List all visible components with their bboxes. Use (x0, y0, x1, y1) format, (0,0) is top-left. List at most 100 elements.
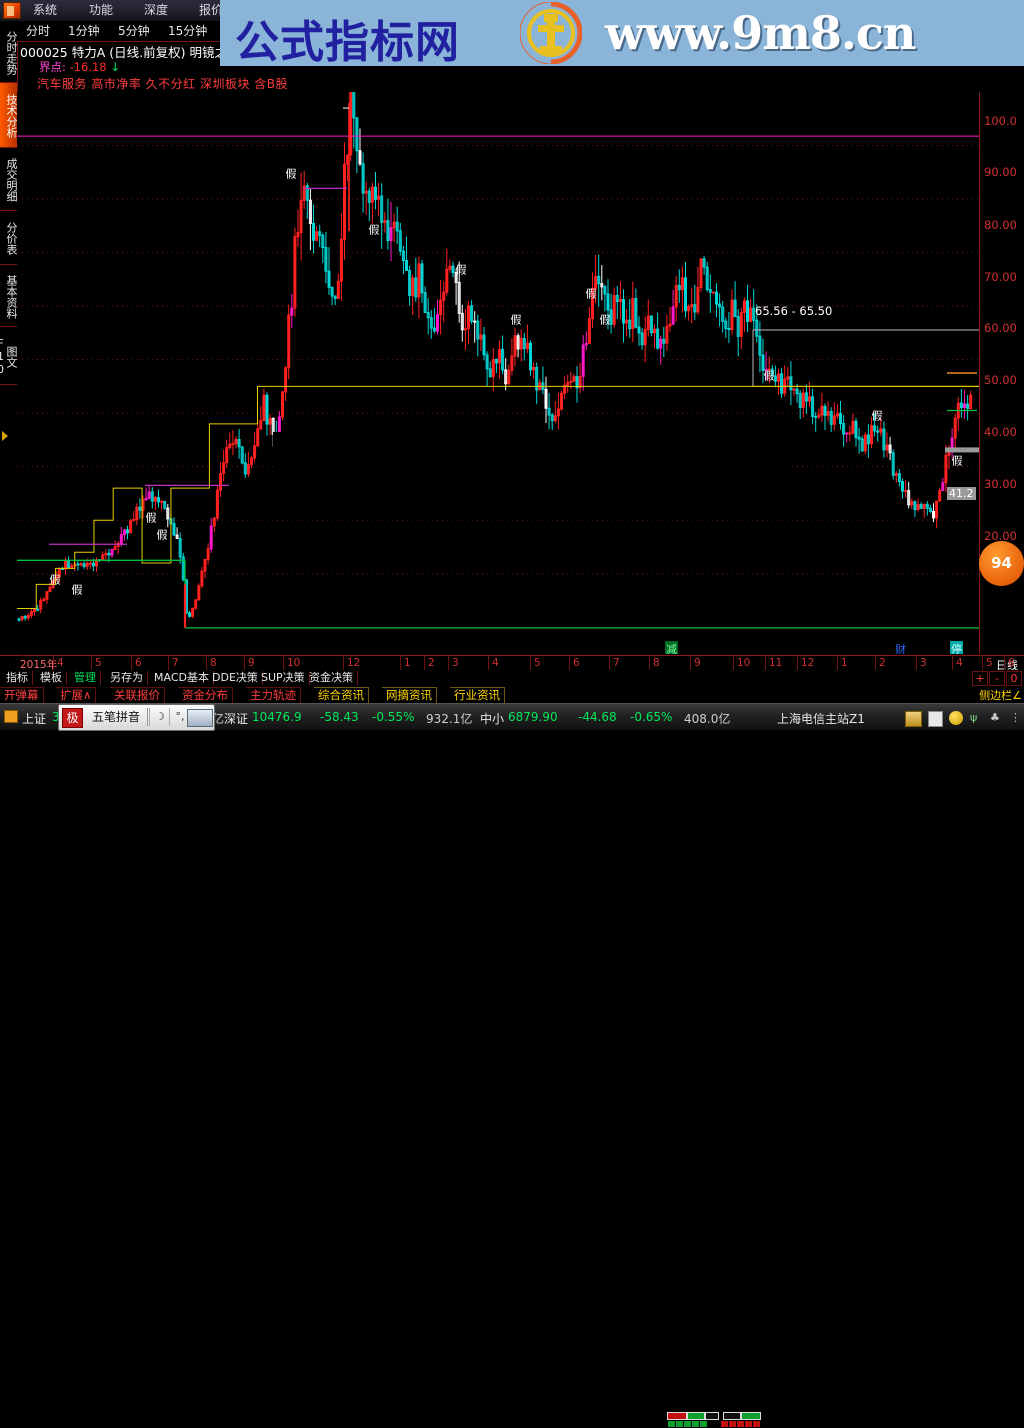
time-tick: 1 (404, 657, 411, 669)
nav-button-kuozhan[interactable]: 扩展∧ (56, 687, 97, 704)
tray-list-icon[interactable] (928, 711, 943, 727)
menu-item-depth[interactable]: 深度 (144, 3, 169, 17)
nav-button-zhuli[interactable]: 主力轨迹 (246, 687, 301, 704)
ime-mode-icon[interactable]: 极 (62, 708, 83, 728)
candlestick-chart[interactable]: 108.00 65.56 - 65.50 ←9.88 41.2 假 假 假 假 … (17, 92, 979, 654)
app-logo-icon (3, 2, 21, 19)
nav-button-zonghe[interactable]: 综合资讯 (314, 687, 369, 704)
menu-item-function[interactable]: 功能 (89, 3, 114, 17)
jia-marker: 假 (870, 410, 883, 421)
menu-item-quote[interactable]: 报价 (199, 3, 224, 17)
time-axis-period: 日线 (996, 659, 1018, 672)
time-tick: 7 (613, 657, 620, 669)
nav-button-hangye[interactable]: 行业资讯 (450, 687, 505, 704)
tab-15min[interactable]: 15分钟 (168, 24, 208, 38)
jia-marker: 假 (584, 288, 597, 299)
nav-button-guanlian[interactable]: 关联报价 (110, 687, 165, 704)
nav-button-wangzhai[interactable]: 网摘资讯 (382, 687, 437, 704)
chart-range-label: 65.56 - 65.50 (755, 304, 833, 318)
time-tick: 10 (737, 657, 751, 669)
index-zx-pct: -0.65% (630, 710, 673, 724)
zoom-in-button[interactable]: + (972, 671, 988, 686)
sidebar-item-jishu[interactable]: 技术分析 (0, 83, 18, 148)
time-tick: 12 (347, 657, 361, 669)
last-price-tag: 41.2 (947, 487, 976, 500)
index-zx-amount: 408.0亿 (684, 712, 731, 726)
indicator-button-macd[interactable]: MACD基本 (150, 671, 214, 685)
index-zx-value: 6879.90 (508, 710, 558, 724)
stock-code: 000025 (20, 45, 68, 60)
sidebar-item-fenshi[interactable]: 分时走势 (0, 21, 18, 83)
indicator-button-zhibiao[interactable]: 指标 (2, 671, 33, 685)
indicator-button-guanli[interactable]: 管理 (70, 671, 101, 685)
zoom-reset-button[interactable]: 0 (1006, 671, 1022, 686)
ime-keyboard-icon[interactable] (187, 709, 213, 727)
tray-more-icon[interactable]: ⋮ (1010, 711, 1021, 724)
sidebar-hint-label[interactable]: 侧边栏∠ (979, 689, 1022, 702)
index-sh-amount: 亿 (212, 712, 225, 726)
time-tick: 2 (428, 657, 435, 669)
menu-item-system[interactable]: 系统 (33, 3, 58, 17)
time-tick: 7 (172, 657, 179, 669)
price-tick: 40.00 (984, 425, 1017, 439)
tray-coin-icon[interactable] (949, 711, 963, 725)
sidebar-expand-arrow-icon[interactable] (2, 431, 8, 441)
tab-1min[interactable]: 1分钟 (68, 24, 100, 38)
sidebar-item-jiben[interactable]: 基本资料 (0, 265, 18, 327)
chart-low-label: ←9.88 (184, 653, 221, 654)
tab-5min[interactable]: 5分钟 (118, 24, 150, 38)
jia-marker: 假 (454, 264, 467, 275)
ime-moon-icon[interactable]: ☽ (149, 708, 170, 726)
zoom-out-button[interactable]: - (989, 671, 1005, 686)
tab-fenshi[interactable]: 分时 (26, 24, 51, 38)
signal-marker-ting: 停 (950, 641, 963, 654)
tray-signal-icon[interactable]: ψ (970, 711, 978, 724)
zoom-controls: + -0 (971, 671, 1022, 686)
signal-marker-cai: 财 (895, 643, 906, 654)
jia-marker: 假 (509, 314, 522, 325)
indicator-button-dde[interactable]: DDE决策 (208, 671, 263, 685)
redaction-box (273, 432, 792, 477)
price-tick: 70.00 (984, 270, 1017, 284)
time-tick: 5 (986, 657, 993, 669)
time-tick: 10 (287, 657, 301, 669)
index-sz-amount: 932.1亿 (426, 712, 473, 726)
time-tick: 8 (210, 657, 217, 669)
time-tick: 5 (95, 657, 102, 669)
indicator-toolbar: 指标 模板 管理 另存为 MACD基本 DDE决策 SUP决策 资金决策 + -0 (0, 670, 1024, 687)
sidebar-item-chengjiao[interactable]: 成交明细 (0, 148, 18, 211)
ime-method-label[interactable]: 五笔拼音 (85, 708, 148, 726)
jiedian-label: 界点: (39, 60, 66, 74)
nav-button-zijin[interactable]: 资金分布 (178, 687, 233, 704)
ime-toolbar[interactable]: 极 五笔拼音 ☽ °, (58, 704, 215, 731)
time-tick: 1 (841, 657, 848, 669)
time-tick: 8 (653, 657, 660, 669)
watermark-title: 公式指标网 (235, 17, 460, 68)
scroll-position-badge[interactable]: 94 (979, 541, 1024, 586)
indicator-button-lingcunwei[interactable]: 另存为 (106, 671, 148, 685)
indicator-button-muban[interactable]: 模板 (36, 671, 67, 685)
tray-window-icon[interactable] (905, 711, 922, 727)
seal-icon (520, 2, 582, 64)
nav-button-danmu[interactable]: 开弹幕 (0, 687, 44, 704)
time-tick: 11 (769, 657, 783, 669)
time-tick: 3 (920, 657, 927, 669)
stock-tags: 汽车服务 高市净率 久不分红 深圳板块 含B股 (37, 77, 288, 91)
jia-marker: 假 (48, 574, 61, 585)
stock-name: 特力A (71, 45, 106, 60)
indicator-button-zijin[interactable]: 资金决策 (305, 671, 358, 685)
time-tick: 6 (135, 657, 142, 669)
time-tick: 12 (801, 657, 815, 669)
chart-canvas (17, 92, 979, 629)
jia-marker: 假 (598, 314, 611, 325)
tray-tree-icon[interactable]: ♣ (990, 711, 1000, 724)
jia-marker: 假 (144, 512, 157, 523)
sidebar-item-fenjia[interactable]: 分价表 (0, 211, 18, 265)
window-restore-icon[interactable] (4, 710, 18, 723)
time-tick: 6 (573, 657, 580, 669)
jia-marker: 假 (155, 529, 168, 540)
sidebar-item-tuwen[interactable]: 图文F10 (0, 327, 18, 385)
jia-marker: 假 (950, 455, 963, 466)
indicator-button-sup[interactable]: SUP决策 (257, 671, 310, 685)
ime-punct-icon[interactable]: °, (169, 708, 190, 726)
